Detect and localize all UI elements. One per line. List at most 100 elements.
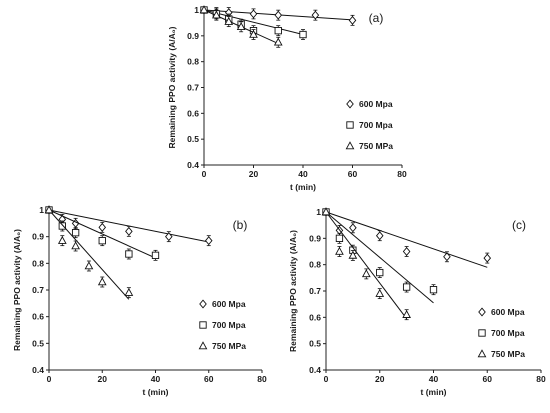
y-tick-label: 0.4 xyxy=(309,365,321,375)
data-point-triangle xyxy=(236,22,246,31)
x-axis-title: t (min) xyxy=(290,182,316,192)
y-tick-label: 0.4 xyxy=(32,365,44,375)
series-diamond xyxy=(200,5,357,26)
data-point-diamond xyxy=(443,252,451,262)
y-axis-title: Remaining PPO activity (A/A₀) xyxy=(288,230,298,352)
data-point-diamond xyxy=(125,226,133,236)
x-tick-label: 60 xyxy=(483,374,493,384)
legend-label: 600 Mpa xyxy=(212,299,246,309)
data-point-square xyxy=(299,30,307,39)
data-point-triangle xyxy=(212,10,221,19)
data-point-square xyxy=(98,237,106,245)
panel-c: 0.4 0.5 0.6 0.7 0.8 0.9 1 0 20 40 60 80 t (min) Remai… xyxy=(288,207,546,397)
x-tick-label: 40 xyxy=(298,169,308,179)
data-point-triangle xyxy=(224,16,234,25)
legend-triangle-marker xyxy=(345,141,355,150)
x-tick-label: 0 xyxy=(202,169,207,179)
legend-label: 700 Mpa xyxy=(491,328,525,338)
legend-diamond-marker xyxy=(199,299,207,309)
x-tick-label: 20 xyxy=(98,374,108,384)
legend-label: 600 Mpa xyxy=(491,307,525,317)
legend-entry: 700 Mpa xyxy=(478,328,525,338)
y-axis-title: Remaining PPO activity (A/A₀) xyxy=(12,229,22,351)
y-tick-label: 0.5 xyxy=(32,338,44,348)
x-tick-label: 80 xyxy=(536,374,546,384)
y-tick-label: 1 xyxy=(39,205,44,215)
y-tick-label: 0.9 xyxy=(32,232,44,242)
legend-diamond-marker xyxy=(346,99,354,109)
trend-line xyxy=(325,211,408,319)
data-point-square xyxy=(71,229,80,237)
series-triangle xyxy=(321,207,411,321)
y-tick-label: 0.8 xyxy=(32,258,44,268)
data-point-triangle xyxy=(57,235,67,244)
trend-line xyxy=(325,211,434,304)
legend-label: 750 MPa xyxy=(491,349,525,359)
x-tick-label: 20 xyxy=(375,374,385,384)
data-point-triangle xyxy=(335,246,344,255)
series-diamond xyxy=(322,207,492,268)
data-point-triangle xyxy=(273,37,283,46)
data-point-diamond xyxy=(483,253,492,263)
legend-triangle-marker xyxy=(198,341,208,350)
x-tick-label: 20 xyxy=(249,169,259,179)
y-tick-label: 0.6 xyxy=(187,108,199,118)
legend-square-marker xyxy=(478,329,486,337)
data-point-square xyxy=(402,283,411,291)
panel-label: (c) xyxy=(512,218,526,232)
legend-entry: 600 Mpa xyxy=(478,307,525,317)
legend-entry: 600 Mpa xyxy=(346,99,393,109)
legend-square-marker xyxy=(346,121,354,129)
legend-entry: 750 MPa xyxy=(198,341,246,351)
data-point-triangle xyxy=(321,207,331,216)
legend-label: 700 Mpa xyxy=(212,320,246,330)
y-tick-label: 0.7 xyxy=(32,285,44,295)
data-point-triangle xyxy=(361,269,371,278)
data-point-square xyxy=(376,268,384,277)
trend-line xyxy=(203,9,304,36)
data-point-triangle xyxy=(124,287,134,296)
data-point-diamond xyxy=(311,10,320,20)
data-point-diamond xyxy=(274,10,283,20)
x-axis-title: t (min) xyxy=(143,387,169,397)
data-point-diamond xyxy=(375,231,384,241)
data-point-triangle xyxy=(375,288,385,297)
data-point-triangle xyxy=(199,5,209,14)
legend-entry: 700 Mpa xyxy=(199,320,246,330)
data-point-square xyxy=(125,250,133,258)
x-tick-label: 60 xyxy=(348,169,358,179)
data-point-square xyxy=(274,27,282,35)
x-axis-title: t (min) xyxy=(421,387,447,397)
y-tick-label: 0.9 xyxy=(187,31,199,41)
y-tick-label: 0.8 xyxy=(309,260,321,270)
y-tick-label: 0.8 xyxy=(187,57,199,67)
legend-entry: 700 Mpa xyxy=(346,120,393,130)
x-tick-label: 80 xyxy=(257,374,267,384)
data-point-diamond xyxy=(348,15,357,25)
panel-a: 0.4 0.5 0.6 0.7 0.8 0.9 1 0 20 40 60 80 t (min) Remai… xyxy=(167,5,407,192)
legend-label: 750 MPa xyxy=(212,341,246,351)
x-tick-label: 60 xyxy=(204,374,214,384)
data-point-diamond xyxy=(249,9,258,19)
trend-line xyxy=(48,209,156,259)
data-point-triangle xyxy=(44,205,54,214)
data-point-triangle xyxy=(402,309,411,318)
data-point-diamond xyxy=(165,232,173,242)
data-point-triangle xyxy=(249,29,258,38)
x-tick-label: 0 xyxy=(324,374,329,384)
panel-b: 0.4 0.5 0.6 0.7 0.8 0.9 1 0 20 40 60 80 t (min) Remai… xyxy=(12,205,267,397)
legend-label: 600 Mpa xyxy=(359,99,393,109)
y-axis-title: Remaining PPO activity (A/A₀) xyxy=(167,26,177,148)
series-diamond xyxy=(45,205,213,247)
legend-label: 700 Mpa xyxy=(359,120,393,130)
data-point-square xyxy=(151,251,160,259)
legend-triangle-marker xyxy=(477,349,487,358)
legend-label: 750 MPa xyxy=(359,141,393,151)
legend-entry: 750 MPa xyxy=(345,141,393,151)
y-tick-label: 0.5 xyxy=(309,339,321,349)
y-tick-label: 0.9 xyxy=(309,233,321,243)
data-point-triangle xyxy=(84,261,94,270)
trend-line xyxy=(48,209,130,300)
legend-entry: 750 MPa xyxy=(477,349,525,359)
